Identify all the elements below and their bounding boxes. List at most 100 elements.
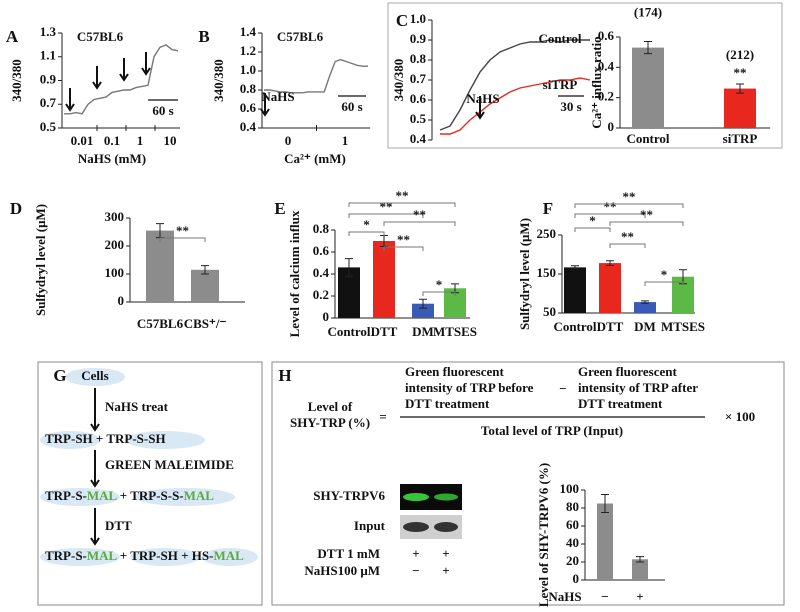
bar bbox=[146, 230, 174, 302]
blot bbox=[400, 484, 462, 539]
panel-label: B bbox=[198, 27, 209, 46]
step-label: GREEN MALEIMIDE bbox=[105, 457, 234, 472]
reaction-part: + TRP-S-S- bbox=[117, 488, 184, 503]
condition-sign: − bbox=[412, 563, 419, 578]
x-tick-label: C57BL6 bbox=[137, 316, 184, 331]
x-axis-label: Ca²⁺ (mM) bbox=[284, 151, 346, 166]
significance-label: ** bbox=[621, 229, 634, 244]
step-label: DTT bbox=[105, 518, 132, 533]
significance-bracket bbox=[574, 227, 611, 232]
y-tick-label: 0.5 bbox=[40, 119, 57, 134]
y-tick-label: 1.0 bbox=[410, 11, 426, 26]
significance-label: * bbox=[436, 277, 443, 292]
significance-label: ** bbox=[396, 188, 409, 203]
start-node: Cells bbox=[81, 368, 108, 383]
y-tick-label: 0.6 bbox=[598, 28, 615, 43]
significance-label: ** bbox=[380, 199, 393, 214]
panel-g-frame bbox=[37, 361, 263, 606]
condition-label: NaHS100 μM bbox=[304, 563, 380, 578]
dose-label: 10 bbox=[164, 133, 177, 148]
reaction-part: MAL bbox=[184, 488, 215, 503]
reaction-part: MAL bbox=[213, 548, 244, 563]
significance-label: ** bbox=[604, 199, 617, 214]
y-tick-label: 0.9 bbox=[410, 31, 427, 46]
bar bbox=[597, 503, 613, 580]
y-tick-label: 250 bbox=[537, 226, 557, 241]
x-tick-label: siTRP bbox=[723, 131, 758, 146]
annotation: NaHS bbox=[261, 89, 294, 104]
y-tick-label: 1.2 bbox=[240, 43, 256, 58]
significance-bracket bbox=[574, 203, 684, 208]
y-tick-label: 0.8 bbox=[240, 81, 257, 96]
step-label: NaHS treat bbox=[105, 399, 169, 414]
blot-row-label: SHY-TRPV6 bbox=[313, 488, 385, 503]
significance: ** bbox=[734, 65, 747, 80]
y-tick-label: 0.9 bbox=[40, 71, 57, 86]
y-tick-label: 60 bbox=[566, 517, 579, 532]
bar bbox=[599, 263, 621, 313]
y-tick-label: 300 bbox=[105, 209, 125, 224]
formula-left: Level of bbox=[308, 399, 353, 414]
condition-sign: + bbox=[442, 546, 449, 561]
reaction-row: TRP-SH + TRP-S-SH bbox=[45, 431, 166, 446]
panel-label: D bbox=[10, 199, 22, 218]
scale-bar-label: 60 s bbox=[152, 103, 173, 118]
y-tick-label: 0 bbox=[608, 119, 615, 134]
y-tick-label: 1.3 bbox=[40, 24, 57, 39]
legend-label: siTRP bbox=[543, 77, 578, 92]
bar bbox=[338, 267, 360, 318]
x-tick-label: + bbox=[636, 589, 643, 604]
y-tick-label: 0.7 bbox=[410, 71, 427, 86]
significance-label: ** bbox=[176, 223, 189, 238]
trace bbox=[64, 44, 179, 115]
chart-title: C57BL6 bbox=[277, 29, 324, 44]
scale-bar-label: 30 s bbox=[560, 99, 581, 114]
significance-bracket bbox=[383, 246, 424, 251]
arrow-head bbox=[65, 103, 75, 112]
y-tick-label: 200 bbox=[105, 237, 125, 252]
reaction-part: MAL bbox=[87, 488, 118, 503]
y-tick-label: 1.1 bbox=[40, 48, 56, 63]
y-tick-label: 80 bbox=[566, 499, 579, 514]
y-tick-label: 100 bbox=[105, 265, 125, 280]
error-bar bbox=[644, 41, 652, 55]
y-tick-label: 0.2 bbox=[598, 89, 614, 104]
y-tick-label: 50 bbox=[543, 304, 556, 319]
error-bar bbox=[345, 258, 353, 277]
significance-label: * bbox=[363, 217, 370, 232]
dose-label: 0.1 bbox=[104, 133, 120, 148]
arrow-head bbox=[92, 81, 102, 90]
significance-bracket bbox=[609, 243, 646, 248]
significance-bracket bbox=[348, 231, 385, 236]
dose-label: 1 bbox=[342, 133, 349, 148]
significance-label: * bbox=[661, 267, 668, 282]
arrow-head bbox=[475, 111, 485, 120]
arrow-head bbox=[119, 73, 129, 82]
denominator: Total level of TRP (Input) bbox=[481, 423, 623, 438]
y-tick-label: 0 bbox=[323, 309, 330, 324]
condition-sign: + bbox=[442, 563, 449, 578]
chart-title: C57BL6 bbox=[77, 29, 124, 44]
blot-row-label: Input bbox=[354, 518, 386, 533]
y-axis-label: 340/380 bbox=[391, 59, 406, 102]
count-label: (174) bbox=[634, 5, 662, 20]
x-tick-label: CBS⁺/⁻ bbox=[184, 316, 227, 331]
y-axis-label: Sulfydryl level (μM) bbox=[33, 204, 48, 316]
x-tick-label: Control bbox=[553, 319, 596, 334]
reaction-part: + TRP-SH + HS- bbox=[117, 548, 214, 563]
y-tick-label: 40 bbox=[566, 535, 579, 550]
y-tick-label: 0.2 bbox=[313, 287, 329, 302]
x-tick-label: − bbox=[601, 589, 608, 604]
x-tick-label: MTSES bbox=[433, 324, 477, 339]
significance-label: ** bbox=[623, 189, 636, 204]
error-bar bbox=[601, 494, 609, 513]
y-axis-label: Sulfydryl level (μM) bbox=[517, 218, 532, 330]
y-tick-label: 150 bbox=[537, 265, 557, 280]
y-tick-label: 0.4 bbox=[313, 265, 330, 280]
y-tick-label: 100 bbox=[560, 481, 580, 496]
y-axis-label: 340/380 bbox=[211, 59, 226, 102]
bar bbox=[191, 269, 219, 302]
significance-label: ** bbox=[397, 232, 410, 247]
error-bar bbox=[636, 556, 644, 563]
y-tick-label: 0.6 bbox=[410, 91, 427, 106]
